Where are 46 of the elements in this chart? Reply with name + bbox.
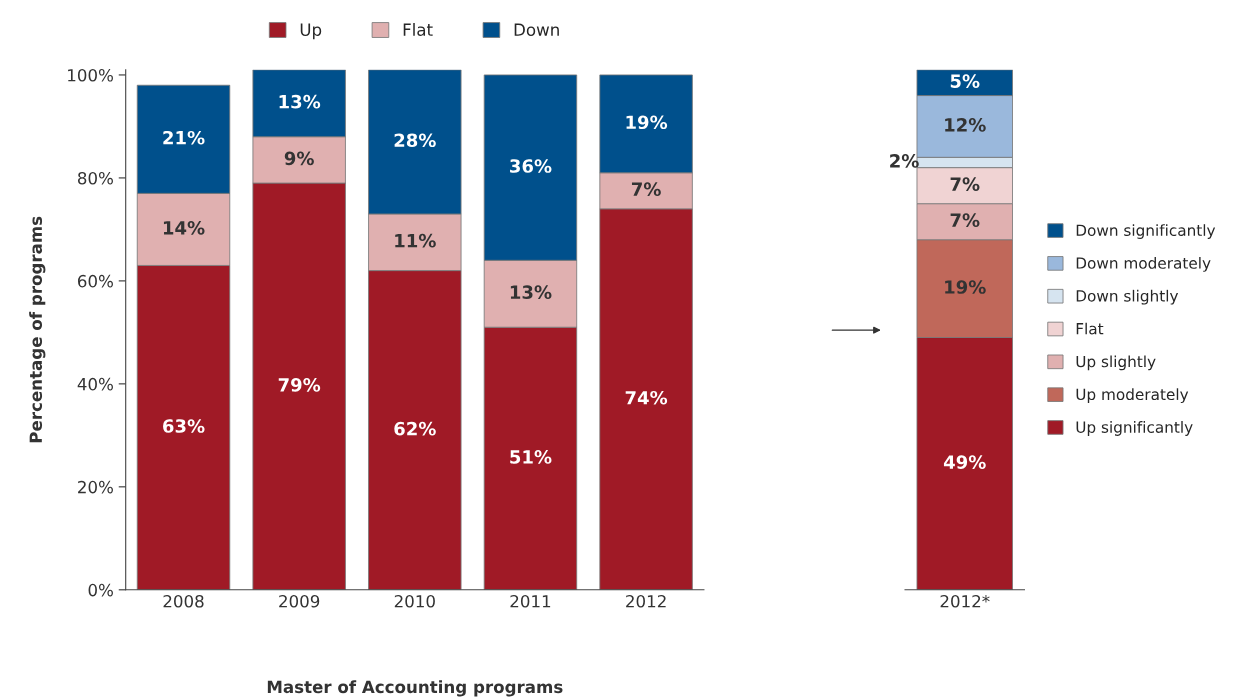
data-label: 13% <box>510 285 552 299</box>
y-axis-title: Percentage of programs <box>29 216 46 443</box>
legend-label: Flat <box>403 23 433 36</box>
data-label: 7% <box>631 182 661 197</box>
data-label: 19% <box>626 115 668 130</box>
data-label: 62% <box>394 421 436 436</box>
data-label: 11% <box>395 233 436 248</box>
data-label: 12% <box>945 118 986 132</box>
data-label: 2% <box>890 154 919 168</box>
y-tick-label: 60% <box>78 274 113 288</box>
x-tick-label: 2012* <box>940 594 990 608</box>
legend-label: Down moderately <box>1076 257 1211 272</box>
data-label: 49% <box>943 455 986 469</box>
x-axis-title: Master of Accounting programs <box>267 680 563 697</box>
data-label: 7% <box>950 177 980 191</box>
x-tick-label: 2011 <box>510 594 551 608</box>
y-tick-label: 40% <box>77 377 113 391</box>
legend-label: Down significantly <box>1076 224 1216 239</box>
x-tick-label: 2010 <box>394 594 435 608</box>
y-tick-label: 0% <box>88 583 113 597</box>
data-label: 63% <box>163 419 205 433</box>
x-tick-label: 2008 <box>163 594 204 608</box>
x-tick-label: 2009 <box>279 594 320 608</box>
legend-label: Flat <box>1076 322 1104 335</box>
data-label: 21% <box>163 130 205 145</box>
data-label: 51% <box>510 450 552 464</box>
legend-label: Up significantly <box>1076 421 1193 436</box>
data-label: 28% <box>394 133 436 148</box>
legend-label: Down <box>514 23 559 36</box>
legend-label: Up <box>300 23 322 40</box>
data-label: 19% <box>945 280 986 294</box>
legend-label: Up moderately <box>1076 388 1189 404</box>
data-label: 79% <box>278 378 321 392</box>
data-label: 9% <box>284 151 314 166</box>
legend-label: Down slightly <box>1076 289 1179 305</box>
data-label: 36% <box>510 159 552 173</box>
x-tick-label: 2012 <box>626 594 666 608</box>
y-tick-label: 100% <box>68 68 113 82</box>
y-tick-label: 20% <box>78 480 113 494</box>
y-tick-label: 80% <box>77 171 113 185</box>
data-label: 7% <box>950 213 980 227</box>
data-label: 5% <box>950 74 980 88</box>
data-label: 13% <box>279 94 321 109</box>
legend-label: Up slightly <box>1076 355 1156 371</box>
data-label: 74% <box>625 390 668 405</box>
data-label: 14% <box>163 220 205 235</box>
